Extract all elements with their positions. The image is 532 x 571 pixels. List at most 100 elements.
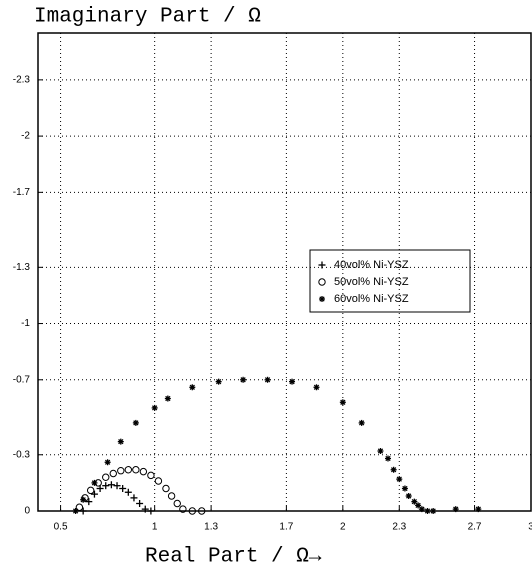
point: [167, 492, 176, 500]
x-tick-label: 0.5: [54, 522, 68, 533]
point: [117, 438, 124, 445]
point: [132, 466, 140, 474]
point: [264, 376, 271, 383]
y-tick-label: -0.7: [13, 374, 31, 385]
point: [141, 505, 149, 513]
marker-circle: [132, 466, 140, 474]
y-tick-label: 0: [24, 506, 30, 517]
marker-stroke: [358, 420, 365, 426]
marker-circle: [124, 466, 133, 474]
marker-stroke: [215, 378, 222, 385]
marker-stroke: [133, 420, 139, 426]
marker-stroke: [475, 506, 481, 512]
point: [358, 419, 365, 426]
y-tick-label: -0.3: [13, 449, 31, 460]
marker-stroke: [419, 506, 425, 512]
marker-circle: [147, 471, 155, 480]
point: [91, 479, 98, 486]
point: [147, 507, 155, 515]
marker-circle: [154, 477, 163, 485]
y-tick-label: -1.3: [13, 262, 31, 273]
x-tick-label: 3: [528, 522, 532, 533]
x-axis-label: Real Part / Ω→: [145, 546, 322, 569]
point: [154, 477, 163, 485]
marker-stroke: [189, 384, 195, 390]
marker-circle: [102, 473, 110, 481]
x-tick-label: 1.3: [204, 522, 218, 533]
point: [113, 482, 121, 490]
plot-frame: [37, 32, 532, 512]
x-tick-label: 1.7: [279, 522, 293, 533]
marker-stroke: [80, 497, 86, 503]
marker-stroke: [396, 476, 402, 482]
marker-circle: [179, 505, 187, 513]
point: [189, 384, 196, 391]
x-tick-label: 2: [340, 522, 346, 533]
marker-stroke: [165, 395, 171, 402]
marker-stroke: [411, 498, 417, 505]
point: [109, 469, 117, 478]
point: [405, 493, 412, 500]
point: [164, 395, 171, 402]
point: [130, 494, 138, 502]
point: [90, 490, 98, 498]
point: [415, 502, 422, 509]
marker-stroke: [289, 378, 295, 385]
point: [188, 507, 196, 515]
point: [72, 508, 79, 514]
marker-stroke: [240, 377, 246, 383]
point: [173, 499, 181, 508]
point: [452, 506, 459, 513]
marker-circle: [318, 278, 326, 286]
point: [80, 496, 87, 503]
point: [139, 467, 148, 476]
marker-stroke: [118, 438, 124, 445]
marker-circle: [162, 484, 170, 493]
y-tick-label: -1: [21, 318, 30, 329]
point: [75, 503, 84, 511]
marker-stroke: [340, 399, 346, 405]
x-tick-label: 1: [152, 522, 158, 533]
point: [390, 466, 397, 473]
point: [318, 278, 326, 286]
point: [475, 506, 482, 513]
marker-stroke: [390, 467, 397, 473]
marker-circle: [139, 467, 148, 476]
point: [104, 459, 111, 466]
marker-stroke: [152, 405, 158, 411]
point: [396, 476, 403, 483]
marker-stroke: [104, 459, 111, 465]
chart-title: Imaginary Part / Ω: [34, 6, 261, 29]
point: [179, 505, 187, 513]
point: [119, 485, 127, 493]
marker-stroke: [453, 506, 459, 512]
point: [102, 473, 110, 481]
point: [430, 508, 437, 514]
y-tick-label: -2: [21, 131, 30, 142]
marker-stroke: [402, 485, 408, 492]
point: [313, 384, 320, 391]
marker-stroke: [319, 296, 325, 302]
marker-circle: [167, 492, 176, 500]
marker-circle: [86, 486, 95, 495]
y-tick-label: -1.7: [13, 187, 31, 198]
legend-label: 60vol% Ni-YSZ: [334, 293, 409, 305]
marker-stroke: [377, 448, 384, 454]
point: [136, 500, 144, 508]
marker-circle: [109, 469, 117, 478]
marker-circle: [75, 503, 84, 511]
point: [124, 466, 133, 474]
point: [401, 485, 408, 492]
y-tick-label: -2.3: [13, 75, 31, 86]
point: [418, 506, 425, 513]
marker-stroke: [415, 502, 421, 509]
point: [162, 484, 170, 493]
point: [107, 481, 115, 489]
marker-stroke: [430, 508, 436, 514]
point: [384, 455, 391, 462]
point: [86, 486, 95, 495]
marker-circle: [117, 466, 125, 475]
point: [339, 399, 346, 406]
marker-circle: [173, 499, 181, 508]
point: [132, 419, 139, 426]
